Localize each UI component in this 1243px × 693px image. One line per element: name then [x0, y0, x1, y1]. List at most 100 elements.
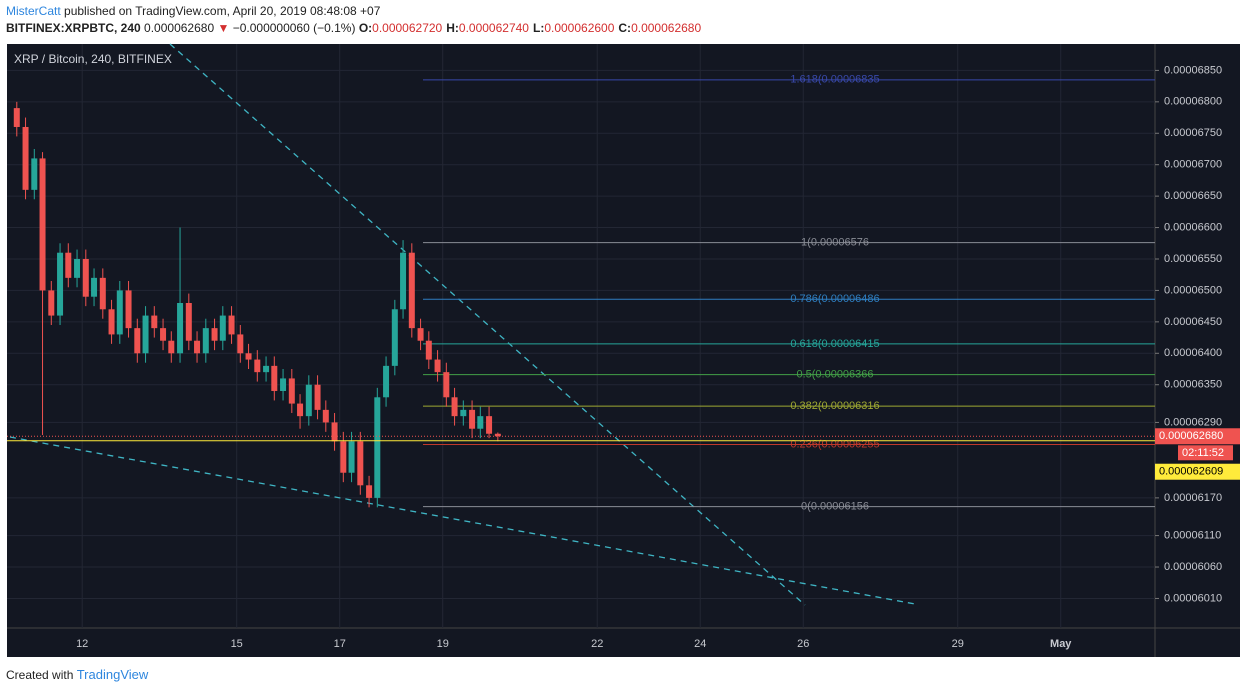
ohlc-key: O: [358, 21, 373, 35]
candle-body [383, 365, 390, 398]
chart-background [7, 44, 1240, 657]
candle-body [305, 384, 312, 417]
price: 0.000062680 [144, 21, 215, 35]
candle-body [280, 378, 287, 392]
published: published on TradingView.com, April 20, … [64, 4, 381, 18]
countdown-box [1178, 445, 1233, 461]
candle-body [451, 397, 458, 417]
candle-body [168, 340, 175, 354]
marker-box [1155, 463, 1240, 480]
candle-body [391, 309, 398, 366]
candle-body [134, 328, 141, 354]
candle-body [91, 277, 98, 297]
y-tick-label: 0.00006400 [1164, 347, 1222, 359]
footer-text: Created with [6, 668, 74, 682]
x-tick-label: 15 [231, 638, 243, 650]
y-tick-label: 0.00006550 [1164, 253, 1222, 265]
x-tick-label: 19 [437, 638, 449, 650]
x-tick-label: 12 [76, 638, 88, 650]
fib-label: 1.618(0.00006835 [790, 74, 879, 86]
ohlc: O:0.000062720 H:0.000062740 L:0.000062600 C… [359, 21, 705, 35]
candle-body [151, 315, 158, 329]
y-tick-label: 0.00006010 [1164, 592, 1222, 604]
fib-label: 0.618(0.00006415 [790, 338, 879, 350]
x-tick-label: 24 [694, 638, 706, 650]
candle-body [211, 328, 218, 341]
y-tick-label: 0.00006110 [1164, 529, 1221, 541]
last-price-label: 0.000062680 [1159, 430, 1223, 442]
candle-body [374, 397, 381, 498]
footer: Created with TradingView [6, 667, 148, 682]
x-tick-label: 29 [952, 638, 964, 650]
countdown: 02:11:52 [1182, 447, 1224, 459]
candle-body [469, 409, 476, 429]
candle-body [99, 277, 106, 310]
candle-body [417, 328, 424, 341]
y-tick-label: 0.00006350 [1164, 379, 1222, 391]
candle-body [357, 441, 364, 486]
candle-body [125, 290, 132, 329]
candle-body [74, 258, 81, 278]
candle-body [271, 365, 278, 392]
ohlc-value: 0.000062740 [458, 21, 529, 35]
header: MisterCatt published on TradingView.com,… [6, 3, 705, 37]
fib-label: 0.786(0.00006486 [790, 293, 879, 305]
candle-body [160, 328, 167, 341]
y-tick-label: 0.00006060 [1164, 561, 1222, 573]
candle-body [408, 252, 415, 329]
candle-body [348, 441, 355, 473]
candle-body [82, 258, 89, 297]
y-tick-label: 0.00006850 [1164, 64, 1222, 76]
candle-body [425, 340, 432, 360]
candle-body [108, 309, 115, 335]
candle-body [39, 158, 46, 291]
marker-label: 0.000062609 [1159, 466, 1223, 478]
ohlc-key: L: [532, 21, 545, 35]
x-tick-label: 22 [591, 638, 603, 650]
y-tick-label: 0.00006500 [1164, 284, 1222, 296]
fib-label: 1(0.00006576 [801, 237, 869, 249]
symbol: BITFINEX:XRPBTC, 240 [6, 21, 141, 35]
candle-body [434, 359, 441, 373]
brand[interactable]: TradingView [76, 667, 149, 682]
candle-body [494, 433, 501, 437]
candle-body [13, 108, 20, 127]
arrow: ▼ [217, 21, 230, 35]
candle-body [177, 302, 184, 354]
y-tick-label: 0.00006290 [1164, 416, 1222, 428]
candle-body [142, 315, 149, 354]
candle-body [288, 378, 295, 404]
candle-body [219, 315, 226, 341]
y-tick-label: 0.00006600 [1164, 221, 1222, 233]
trend-line [169, 43, 806, 606]
y-tick-label: 0.00006450 [1164, 316, 1222, 328]
candle-body [322, 409, 329, 423]
change: −0.000000060 (−0.1%) [232, 21, 356, 35]
author[interactable]: MisterCatt [6, 4, 61, 18]
ohlc-key: H: [446, 21, 459, 35]
candle-body [22, 126, 29, 190]
candle-body [57, 252, 64, 316]
candle-body [400, 252, 407, 310]
candle-body [486, 416, 493, 434]
candle-body [48, 290, 55, 316]
fib-label: 0(0.00006156 [801, 501, 869, 513]
ohlc-key: C: [618, 21, 632, 35]
candle-body [237, 334, 244, 354]
candle-body [185, 302, 192, 341]
candle-body [116, 290, 123, 335]
x-tick-label: 17 [334, 638, 346, 650]
y-tick-label: 0.00006700 [1164, 159, 1222, 171]
y-tick-label: 0.00006800 [1164, 96, 1222, 108]
last-price-box [1155, 428, 1240, 445]
candle-body [263, 365, 270, 373]
candle-body [245, 353, 252, 360]
candle-body [443, 372, 450, 398]
candle-body [65, 252, 72, 278]
ohlc-value: 0.000062720 [372, 21, 443, 35]
chart-title: XRP / Bitcoin, 240, BITFINEX [14, 52, 172, 66]
x-tick-label: 26 [797, 638, 809, 650]
fib-label: 0.382(0.00006316 [790, 400, 879, 412]
candle-body [202, 328, 209, 354]
